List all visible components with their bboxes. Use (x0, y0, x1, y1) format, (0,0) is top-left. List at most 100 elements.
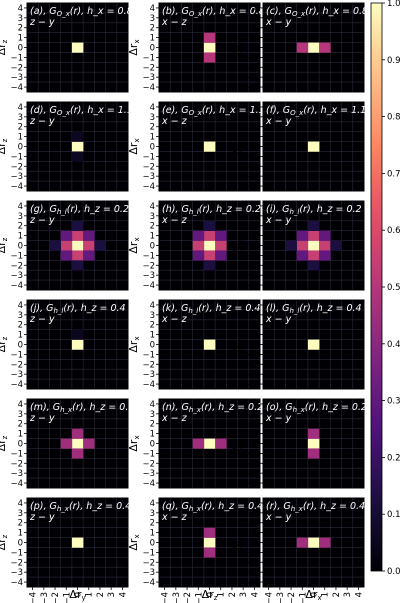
y-tick-label: 2 (18, 420, 23, 430)
y-tick-label: 0 (150, 143, 155, 153)
y-tick-label: 2 (254, 519, 259, 529)
y-tick-label: −4 (10, 578, 23, 588)
y-tick-label: −2 (246, 558, 259, 568)
heatmap-cell (296, 230, 309, 241)
panel-plane-label: x − y (265, 413, 292, 424)
y-tick-label: 1 (18, 34, 23, 44)
heatmap-cell (192, 250, 205, 261)
y-tick-label: −3 (246, 73, 259, 83)
y-tick-label: −3 (10, 73, 23, 83)
y-tick-label: 0 (18, 143, 23, 153)
y-tick-label: −2 (10, 63, 23, 73)
y-tick-label: 0 (254, 539, 259, 549)
y-tick-label: −1 (10, 449, 23, 459)
y-tick-label: −2 (246, 261, 259, 271)
y-tick-label: 4 (150, 499, 155, 509)
heatmap-cell (203, 527, 216, 538)
colorbar-tick-label: 0.8 (387, 113, 401, 123)
heatmap-cell (330, 240, 342, 251)
y-tick-label: 1 (18, 430, 23, 440)
y-tick-label: 3 (150, 113, 155, 123)
heatmap-cell (296, 42, 309, 53)
heatmap-cell (71, 42, 84, 53)
y-tick-label: 2 (254, 222, 259, 232)
panel-plane-label: z − y (29, 413, 55, 424)
panel-plane-label: x − z (161, 215, 188, 226)
y-axis-label: Δrx (127, 237, 141, 253)
y-tick-label: −1 (246, 548, 259, 558)
y-tick-label: 0 (150, 44, 155, 54)
y-tick-label: −1 (246, 251, 259, 261)
y-tick-label: 0 (18, 440, 23, 450)
panel-i: (i), Gh_l(r), h_z = 0.2x − y 43210−1−2−3−… (231, 200, 365, 291)
panel-b: (b), GO_x(r), h_x = 0.8x − z43210−1−2−3−… (127, 2, 265, 93)
x-tick-label: 4 (250, 592, 260, 597)
y-tick-label: 3 (150, 212, 155, 222)
x-tick-label: −1 (298, 592, 308, 603)
y-tick-label: 1 (150, 232, 155, 242)
y-tick-label: 1 (150, 133, 155, 143)
y-axis-label: Δrx (127, 138, 141, 154)
y-tick-label: 2 (18, 24, 23, 34)
panel-r: (r), Gh_x(r), h_z = 0.4x − y43210−1−2−3−… (231, 497, 365, 603)
y-tick-label: −2 (246, 459, 259, 469)
x-tick-label: −4 (265, 592, 275, 603)
panel-plane-label: z − y (29, 17, 55, 28)
y-tick-label: 1 (150, 529, 155, 539)
panel-plane-label: z − y (29, 512, 55, 523)
heatmap-cell (203, 438, 216, 449)
y-tick-label: 0 (18, 242, 23, 252)
heatmap-cell (296, 250, 309, 261)
panel-m: (m), Gh_x(r), h_z = 0.2z − y 43210−1−2−3−… (0, 398, 134, 489)
y-tick-label: 0 (254, 44, 259, 54)
heatmap-cell (71, 537, 84, 548)
colorbar-tick-label: 0.0 (387, 567, 401, 577)
y-tick-label: −3 (10, 370, 23, 380)
y-tick-label: 3 (150, 14, 155, 24)
y-tick-label: 3 (150, 311, 155, 321)
panel-title: (k), Gh_l(r), h_z = 0.4 (162, 303, 260, 315)
y-tick-label: 4 (150, 400, 155, 410)
panel-title: (o), Gh_x(r), h_z = 0.2 (266, 402, 367, 414)
x-tick-label: −3 (276, 592, 286, 603)
x-tick-label: −2 (183, 592, 193, 603)
colorbar-tick-label: 0.5 (387, 283, 401, 293)
y-tick-label: −4 (10, 479, 23, 489)
colorbar-tick-label: 0.6 (387, 226, 401, 236)
y-tick-label: 2 (150, 123, 155, 133)
heatmap-cell (307, 537, 320, 548)
colorbar-gradient (370, 2, 383, 572)
x-tick-label: 4 (354, 592, 364, 597)
y-tick-label: −4 (246, 182, 259, 192)
y-tick-label: 1 (150, 331, 155, 341)
y-tick-label: −2 (246, 360, 259, 370)
colorbar-tick-label: 0.2 (387, 453, 401, 463)
y-tick-label: 4 (18, 103, 23, 113)
x-tick-label: 3 (343, 592, 353, 597)
y-tick-label: 4 (254, 400, 259, 410)
colorbar-tick-label: 0.1 (387, 510, 401, 520)
heatmap-cell (60, 230, 73, 241)
heatmap-cell (296, 240, 309, 251)
y-tick-label: −2 (10, 162, 23, 172)
heatmap-cell (203, 547, 216, 558)
y-tick-label: −1 (142, 449, 155, 459)
y-tick-label: −3 (142, 172, 155, 182)
y-tick-label: 1 (254, 232, 259, 242)
x-tick-label: −3 (172, 592, 182, 603)
y-tick-label: 0 (18, 341, 23, 351)
y-tick-label: −3 (10, 271, 23, 281)
heatmap-cell (215, 230, 227, 241)
heatmap-cell (60, 240, 73, 251)
y-tick-label: 3 (254, 410, 259, 420)
y-axis-label: Δrx (127, 534, 141, 550)
y-tick-label: −2 (246, 162, 259, 172)
y-tick-label: −4 (246, 479, 259, 489)
y-tick-label: −1 (10, 350, 23, 360)
heatmap-cell (319, 230, 331, 241)
panel-n: (n), Gh_x(r), h_z = 0.2x − z43210−1−2−3−… (127, 398, 263, 489)
panel-a: (a), GO_x(r), h_x = 0.8z − y 43210−1−2−3−… (0, 2, 133, 93)
panel-title: (q), Gh_x(r), h_z = 0.4 (162, 501, 263, 513)
y-tick-label: −4 (142, 479, 155, 489)
